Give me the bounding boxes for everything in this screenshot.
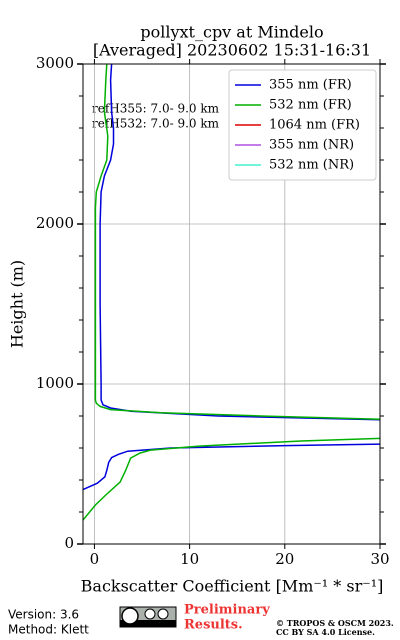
chart-title: [Averaged] 20230602 15:31-16:31 [93,41,371,60]
x-tick-label: 0 [90,550,100,568]
x-tick-label: 20 [275,550,294,568]
x-tick-label: 10 [180,550,199,568]
legend-label: 532 nm (NR) [269,158,354,173]
cc-logo [119,606,177,628]
copyright: © TROPOS & OSCM 2023. [276,618,394,628]
legend-label: 1064 nm (FR) [269,118,360,133]
x-tick-label: 30 [370,550,389,568]
method: Method: Klett [8,623,89,637]
preliminary: Results. [184,618,243,633]
version: Version: 3.6 [8,608,79,622]
profile-line [83,64,380,521]
y-tick-label: 2000 [36,214,74,232]
x-axis-label: Backscatter Coefficient [Mm⁻¹ * sr⁻¹] [81,577,384,596]
y-tick-label: 3000 [36,54,74,72]
legend-label: 532 nm (FR) [269,98,352,113]
legend-label: 355 nm (FR) [269,78,352,93]
plot-area [83,64,380,521]
y-tick-label: 1000 [36,374,74,392]
y-axis-label: Height (m) [8,260,27,348]
preliminary: Preliminary [184,603,270,618]
legend-box [228,69,377,181]
legend: 355 nm (FR) 532 nm (FR) 1064 nm (FR) 355 nm… [228,69,377,181]
annotation: refH355: 7.0- 9.0 km [92,102,220,116]
annotation: refH532: 7.0- 9.0 km [92,117,220,131]
profile-line [83,64,380,491]
footer: Version: 3.6 Method: Klett Preliminary R… [8,603,394,638]
y-tick-label: 0 [64,534,74,552]
legend-label: 355 nm (NR) [269,138,354,153]
plot-frame [82,63,381,545]
chart-title: pollyxt_cpv at Mindelo [140,23,323,42]
copyright: CC BY SA 4.0 License. [276,627,375,637]
